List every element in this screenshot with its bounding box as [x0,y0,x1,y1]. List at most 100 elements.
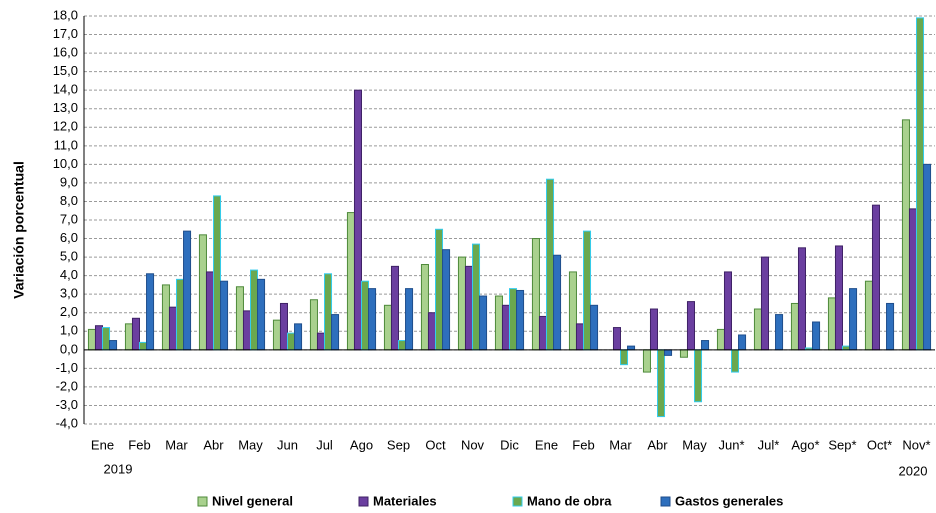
bar [405,288,414,351]
x-tick-label: May [238,437,263,452]
bar [568,271,577,351]
bar [368,288,377,351]
bar [279,302,289,351]
bar [435,228,444,351]
bar [834,245,843,351]
y-tick-label: -2,0 [56,378,78,393]
x-tick-label: Ene [91,437,114,452]
bar [353,89,363,351]
bar [553,254,562,351]
x-tick-label: Dic [500,437,519,452]
bar [679,349,688,358]
bar [620,349,629,366]
bar [250,269,259,351]
bar [642,349,651,373]
x-tick-label: Nov [461,437,485,452]
legend-marker [660,496,671,507]
bar [864,280,873,351]
legend-label: Mano de obra [527,493,612,508]
year-label: 2020 [899,463,928,478]
bar [575,323,584,351]
x-tick-label: Ene [535,437,558,452]
bar [516,289,525,351]
y-tick-label: 13,0 [53,100,78,115]
x-tick-label: Abr [203,437,224,452]
bar [494,295,503,351]
bar [427,312,437,351]
bar [546,178,555,351]
bar [701,340,710,351]
y-tick-label: 7,0 [60,211,78,226]
x-tick-label: Jul* [758,437,780,452]
y-tick-label: 14,0 [53,82,78,97]
bar [649,308,658,351]
y-tick-label: 0,0 [60,341,78,356]
bar [272,319,281,351]
y-tick-label: -1,0 [56,360,78,375]
bar [479,295,488,351]
bar [420,264,429,351]
y-tick-label: 17,0 [53,26,78,41]
legend-marker [358,496,369,507]
y-tick-label: -3,0 [56,397,78,412]
bar [102,327,111,351]
bar [146,273,155,351]
bar [109,340,118,351]
x-tick-label: Oct [425,437,446,452]
year-label: 2019 [104,461,133,476]
bar [827,297,836,351]
x-tick-label: Abr [647,437,668,452]
bar [257,278,266,351]
bar [538,315,547,351]
bar [790,302,799,351]
x-tick-label: Sep [387,437,410,452]
y-tick-label: 15,0 [53,63,78,78]
bar [738,334,747,351]
bar [657,349,666,418]
bar [886,302,895,351]
bar [664,349,673,356]
y-tick-label: -4,0 [56,415,78,430]
bar [797,247,806,351]
bar [686,301,695,351]
bar [198,234,207,351]
bar [583,230,592,351]
x-tick-label: Jun* [718,437,744,452]
bar [716,328,725,351]
bar [139,341,148,351]
bar [390,265,400,351]
bar [908,208,917,351]
bar [731,349,740,373]
legend-marker [512,496,523,507]
y-tick-label: 5,0 [60,249,78,264]
bar [235,286,244,351]
bar [242,310,252,351]
y-tick-label: 4,0 [60,267,78,282]
bar [723,271,732,351]
y-tick-label: 12,0 [53,119,78,134]
bar [346,212,355,351]
x-tick-label: Oct* [867,437,892,452]
bar [324,273,333,351]
bar [287,332,296,351]
bar [775,314,784,351]
bar [627,345,636,351]
bar [694,349,703,403]
bar [94,325,104,351]
bar [87,328,96,351]
bar [457,256,466,351]
x-tick-label: Jun [277,437,298,452]
x-tick-label: Sep* [828,437,856,452]
y-tick-label: 16,0 [53,45,78,60]
y-tick-label: 11,0 [54,137,78,152]
x-tick-label: Mar [609,437,632,452]
bar [590,304,599,351]
bar [220,280,229,351]
bar [309,299,318,351]
bar [183,230,192,351]
y-tick-label: 9,0 [60,174,78,189]
bar [316,332,326,351]
y-tick-label: 2,0 [60,304,78,319]
